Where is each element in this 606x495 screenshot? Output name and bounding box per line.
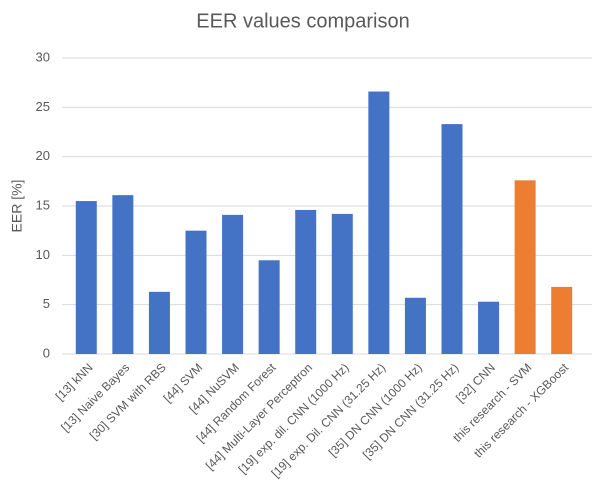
y-tick-label: 5 [43, 296, 50, 311]
bar [404, 297, 426, 354]
bar [112, 195, 134, 354]
y-tick-label: 15 [36, 197, 50, 212]
bar [148, 291, 170, 354]
bar [75, 201, 97, 354]
y-tick-label: 0 [43, 345, 50, 360]
y-tick-label: 25 [36, 99, 50, 114]
bar [222, 214, 244, 354]
bar [478, 301, 500, 354]
y-tick-label: 20 [36, 148, 50, 163]
bar [551, 286, 573, 354]
bar [368, 91, 390, 355]
bar [185, 230, 207, 354]
bar [514, 180, 536, 354]
y-tick-label: 10 [36, 247, 50, 262]
y-tick-label: 30 [36, 49, 50, 64]
bar [258, 260, 280, 354]
bar [441, 124, 463, 355]
chart-title: EER values comparison [196, 10, 409, 32]
y-axis-label: EER [%] [9, 180, 25, 233]
bar [295, 209, 317, 354]
bar [331, 213, 353, 354]
